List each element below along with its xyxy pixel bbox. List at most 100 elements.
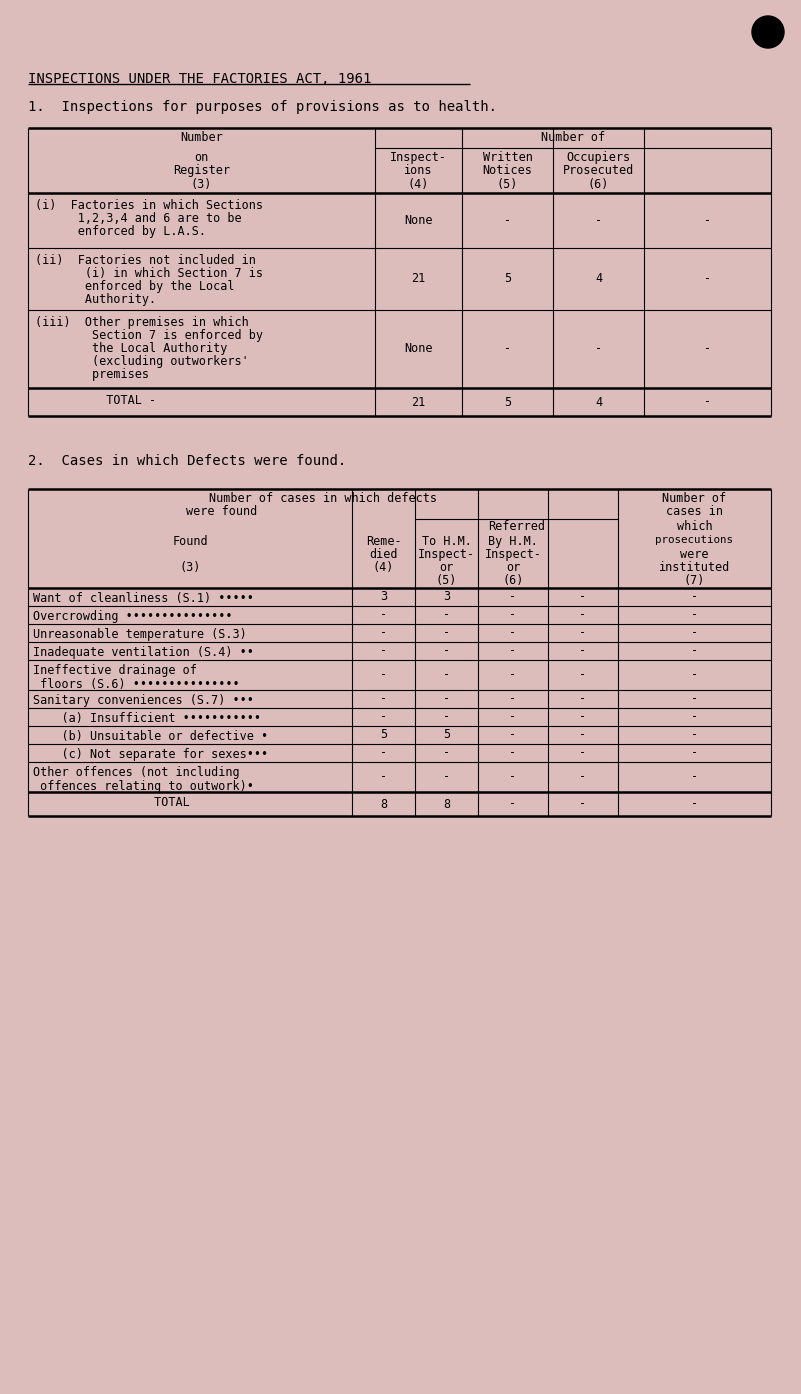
Text: -: - xyxy=(595,343,602,355)
Text: -: - xyxy=(443,644,450,658)
Text: (i) in which Section 7 is: (i) in which Section 7 is xyxy=(35,268,263,280)
Text: -: - xyxy=(691,644,698,658)
Text: -: - xyxy=(509,609,517,622)
Text: 8: 8 xyxy=(380,797,387,810)
Text: Unreasonable temperature (S.3): Unreasonable temperature (S.3) xyxy=(33,629,247,641)
Text: (i)  Factories in which Sections: (i) Factories in which Sections xyxy=(35,199,263,212)
Text: Want of cleanliness (S.1) •••••: Want of cleanliness (S.1) ••••• xyxy=(33,592,254,605)
Text: INSPECTIONS UNDER THE FACTORIES ACT, 1961: INSPECTIONS UNDER THE FACTORIES ACT, 196… xyxy=(28,72,372,86)
Text: -: - xyxy=(691,669,698,682)
Text: Written: Written xyxy=(482,151,533,164)
Text: Other offences (not including: Other offences (not including xyxy=(33,765,239,779)
Text: -: - xyxy=(691,729,698,742)
Text: Inadequate ventilation (S.4) ••: Inadequate ventilation (S.4) •• xyxy=(33,645,254,659)
Text: -: - xyxy=(509,747,517,760)
Text: 3: 3 xyxy=(443,591,450,604)
Text: enforced by the Local: enforced by the Local xyxy=(35,280,235,293)
Text: on: on xyxy=(195,151,208,164)
Text: (b) Unsuitable or defective •: (b) Unsuitable or defective • xyxy=(33,730,268,743)
Text: -: - xyxy=(380,693,387,705)
Text: prosecutions: prosecutions xyxy=(655,535,734,545)
Text: (3): (3) xyxy=(191,178,212,191)
Text: -: - xyxy=(509,729,517,742)
Text: -: - xyxy=(380,771,387,783)
Text: -: - xyxy=(579,797,586,810)
Text: (3): (3) xyxy=(179,560,201,574)
Text: -: - xyxy=(509,591,517,604)
Text: -: - xyxy=(579,729,586,742)
Text: 5: 5 xyxy=(443,729,450,742)
Text: Reme-: Reme- xyxy=(366,535,401,548)
Text: (6): (6) xyxy=(502,574,524,587)
Text: -: - xyxy=(380,626,387,640)
Text: Prosecuted: Prosecuted xyxy=(563,164,634,177)
Text: enforced by L.A.S.: enforced by L.A.S. xyxy=(35,224,206,238)
Text: -: - xyxy=(595,215,602,227)
Text: premises: premises xyxy=(35,368,149,381)
Text: -: - xyxy=(691,747,698,760)
Text: TOTAL: TOTAL xyxy=(33,796,190,809)
Text: -: - xyxy=(504,343,511,355)
Text: 1,2,3,4 and 6 are to be: 1,2,3,4 and 6 are to be xyxy=(35,212,242,224)
Text: cases in: cases in xyxy=(666,505,723,519)
Text: -: - xyxy=(691,711,698,723)
Text: -: - xyxy=(691,771,698,783)
Text: 5: 5 xyxy=(380,729,387,742)
Text: -: - xyxy=(443,747,450,760)
Text: -: - xyxy=(509,771,517,783)
Text: Number: Number xyxy=(180,131,223,144)
Text: -: - xyxy=(504,215,511,227)
Text: 3: 3 xyxy=(380,591,387,604)
Text: 21: 21 xyxy=(412,396,425,408)
Text: -: - xyxy=(579,644,586,658)
Text: or: or xyxy=(440,560,453,574)
Text: 4: 4 xyxy=(595,396,602,408)
Text: which: which xyxy=(677,520,712,533)
Text: -: - xyxy=(443,693,450,705)
Text: -: - xyxy=(380,669,387,682)
Text: -: - xyxy=(579,693,586,705)
Text: -: - xyxy=(691,591,698,604)
Text: were: were xyxy=(680,548,709,560)
Text: -: - xyxy=(509,669,517,682)
Text: (4): (4) xyxy=(408,178,429,191)
Text: -: - xyxy=(579,591,586,604)
Text: Ineffective drainage of: Ineffective drainage of xyxy=(33,664,197,677)
Text: -: - xyxy=(704,343,711,355)
Text: -: - xyxy=(704,272,711,286)
Text: None: None xyxy=(405,215,433,227)
Text: -: - xyxy=(579,711,586,723)
Text: Found: Found xyxy=(172,535,207,548)
Text: -: - xyxy=(579,609,586,622)
Text: 5: 5 xyxy=(504,272,511,286)
Text: -: - xyxy=(704,396,711,408)
Text: -: - xyxy=(579,626,586,640)
Text: (7): (7) xyxy=(684,574,705,587)
Text: -: - xyxy=(509,797,517,810)
Text: -: - xyxy=(443,771,450,783)
Text: -: - xyxy=(443,711,450,723)
Text: were found: were found xyxy=(186,505,257,519)
Text: 4: 4 xyxy=(595,272,602,286)
Text: Authority.: Authority. xyxy=(35,293,156,307)
Text: instituted: instituted xyxy=(659,560,731,574)
Text: -: - xyxy=(380,747,387,760)
Text: (6): (6) xyxy=(588,178,610,191)
Text: (a) Insufficient •••••••••••: (a) Insufficient ••••••••••• xyxy=(33,712,261,725)
Text: Number of: Number of xyxy=(541,131,605,144)
Text: -: - xyxy=(579,771,586,783)
Text: TOTAL -: TOTAL - xyxy=(35,395,156,407)
Text: 5: 5 xyxy=(504,396,511,408)
Text: Referred: Referred xyxy=(488,520,545,533)
Text: -: - xyxy=(509,711,517,723)
Text: (c) Not separate for sexes•••: (c) Not separate for sexes••• xyxy=(33,749,268,761)
Text: None: None xyxy=(405,343,433,355)
Text: the Local Authority: the Local Authority xyxy=(35,342,227,355)
Text: -: - xyxy=(509,626,517,640)
Text: -: - xyxy=(579,669,586,682)
Text: -: - xyxy=(509,644,517,658)
Text: Section 7 is enforced by: Section 7 is enforced by xyxy=(35,329,263,342)
Text: (4): (4) xyxy=(372,560,394,574)
Text: -: - xyxy=(691,609,698,622)
Text: -: - xyxy=(443,609,450,622)
